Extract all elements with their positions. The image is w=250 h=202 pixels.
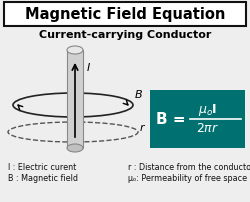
Ellipse shape [67, 46, 83, 54]
Text: $\mu_o$I: $\mu_o$I [198, 102, 218, 118]
FancyBboxPatch shape [4, 2, 246, 26]
Text: r : Distance from the conductor: r : Distance from the conductor [128, 163, 250, 172]
Text: Current-carrying Conductor: Current-carrying Conductor [39, 30, 211, 40]
Text: I : Electric curent: I : Electric curent [8, 163, 76, 172]
Text: Magnetic Field Equation: Magnetic Field Equation [25, 7, 225, 22]
Text: $2\pi r$: $2\pi r$ [196, 122, 220, 136]
FancyBboxPatch shape [150, 90, 245, 148]
Text: B: B [135, 90, 142, 100]
Text: B : Magnetic field: B : Magnetic field [8, 174, 78, 183]
Text: μₒ: Permeability of free space: μₒ: Permeability of free space [128, 174, 247, 183]
Text: B =: B = [156, 112, 186, 126]
Bar [67, 50, 83, 148]
Text: I: I [87, 63, 90, 73]
Text: r: r [140, 123, 144, 133]
Ellipse shape [67, 144, 83, 152]
